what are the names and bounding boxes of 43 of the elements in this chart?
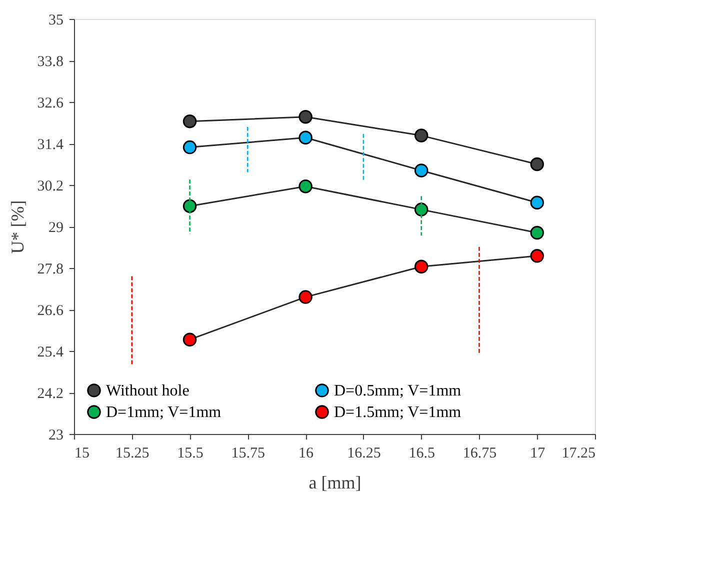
legend-label: Without hole	[106, 382, 190, 400]
y-tick-label: 25.4	[37, 344, 64, 360]
point	[298, 130, 312, 144]
point	[182, 114, 197, 128]
x-tick-label: 16.5	[408, 446, 435, 462]
point	[530, 157, 544, 172]
y-tick-label: 35	[48, 12, 64, 28]
point	[414, 260, 428, 274]
point	[530, 196, 544, 210]
point	[182, 199, 197, 213]
x-tick-label: 16.75	[462, 446, 497, 462]
point	[182, 140, 197, 154]
point	[414, 202, 428, 216]
y-tick-label: 31.4	[37, 137, 64, 153]
y-tick-label: 29	[48, 220, 64, 236]
point	[414, 128, 428, 142]
x-tick-label: 15	[74, 446, 90, 462]
point	[414, 164, 428, 178]
x-tick-label: 15.5	[177, 446, 204, 462]
x-tick-label: 17.25	[562, 446, 596, 462]
y-tick-label: 30.2	[37, 178, 64, 194]
x-tick-label: 16.25	[347, 446, 381, 462]
y-tick-label: 23	[48, 428, 64, 444]
y-tick-label: 24.2	[37, 386, 64, 402]
x-tick-label: 16	[298, 446, 314, 462]
point	[530, 249, 544, 263]
point	[298, 180, 312, 194]
legend-label: D=1mm; V=1mm	[106, 404, 222, 421]
legend-label: D=0.5mm; V=1mm	[334, 382, 462, 400]
y-tick-label: 33.8	[37, 54, 64, 70]
point	[298, 110, 312, 124]
point	[530, 226, 544, 240]
legend-label: D=1.5mm; V=1mm	[334, 404, 462, 421]
x-axis-title: a [mm]	[308, 472, 362, 492]
y-tick-label: 27.8	[37, 262, 64, 278]
x-tick-label: 15.25	[116, 446, 150, 462]
x-tick-label: 17	[530, 446, 546, 462]
y-tick-label: 26.6	[37, 303, 64, 319]
point	[298, 290, 312, 304]
y-tick-label: 32.6	[37, 96, 64, 112]
y-axis-title: U* [%]	[7, 200, 28, 254]
x-tick-label: 15.75	[231, 446, 266, 462]
point	[182, 332, 197, 346]
